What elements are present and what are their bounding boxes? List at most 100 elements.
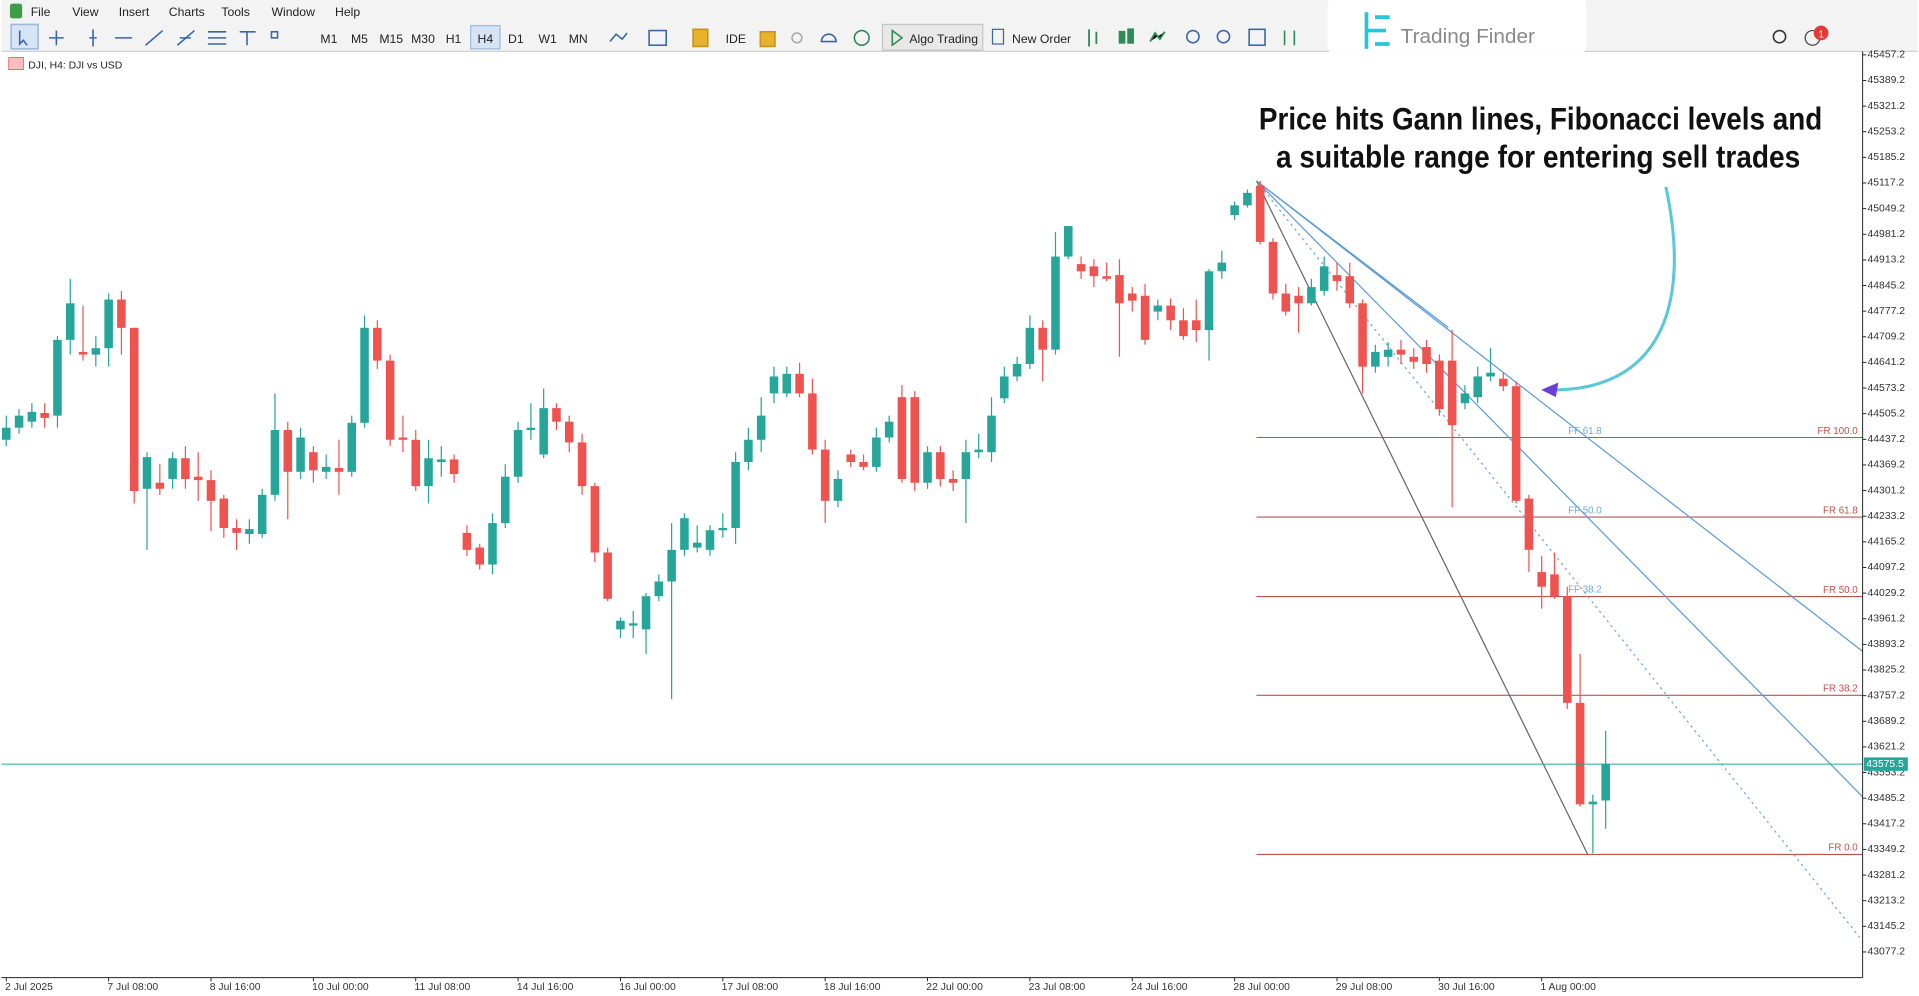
candle-body (78, 351, 88, 355)
y-tick-label: 43621.2 (1868, 742, 1906, 753)
signal-icon[interactable] (791, 32, 803, 44)
candle-body (373, 327, 382, 361)
menu-item[interactable]: Insert (119, 5, 150, 19)
candle-body (206, 480, 216, 501)
candle-body (756, 415, 766, 440)
timeframe-button[interactable]: MN (569, 32, 588, 46)
x-tick-label: 11 Jul 08:00 (414, 982, 470, 993)
menu-item[interactable]: Help (335, 5, 360, 19)
cloud-icon[interactable] (820, 33, 837, 43)
timeframe-button[interactable]: W1 (538, 32, 557, 46)
x-tick-label: 30 Jul 16:00 (1438, 982, 1495, 993)
chart-icon (8, 57, 24, 71)
timeframe-button[interactable]: M30 (411, 32, 435, 46)
fibonacci-retracement: FR 100.0 FR 61.8 FR 50.0 FR 38.2 FR 0.0 (1256, 426, 1863, 855)
chart-type-icon[interactable] (609, 32, 628, 43)
autoscroll-icon[interactable] (1283, 30, 1296, 46)
algo-trading-button[interactable]: Algo Trading (909, 32, 978, 46)
timeframe-button[interactable]: D1 (508, 32, 524, 46)
x-tick-label: 22 Jul 00:00 (926, 982, 983, 993)
x-tick-label: 14 Jul 16:00 (517, 982, 574, 993)
timeframe-button[interactable]: H4 (478, 32, 494, 46)
timeframe-button[interactable]: M15 (379, 32, 403, 46)
candle-body (385, 360, 395, 440)
search-icon[interactable] (1772, 29, 1787, 44)
bars-icon[interactable] (1088, 29, 1098, 47)
y-tick-label: 43757.2 (1868, 690, 1906, 701)
candle-body (462, 532, 472, 550)
annotation-arrow (1550, 186, 1676, 392)
candle-body (1064, 226, 1073, 257)
y-tick-label: 44165.2 (1868, 537, 1906, 548)
candle-body (539, 408, 548, 455)
candle-body (1025, 327, 1035, 365)
fib-label: FR 0.0 (1828, 843, 1858, 854)
fibo-icon[interactable] (207, 30, 227, 45)
new-order-button[interactable]: New Order (1012, 32, 1071, 46)
y-tick-label: 45185.2 (1868, 152, 1906, 163)
trendline-icon[interactable] (145, 29, 164, 46)
fib-fan-label: FF 38.2 (1568, 585, 1602, 596)
crosshair-icon[interactable] (49, 30, 64, 46)
ide-button[interactable]: IDE (726, 32, 746, 46)
candle-body (398, 437, 408, 440)
candle-body (1358, 303, 1367, 367)
grid-icon[interactable] (1248, 28, 1266, 47)
candle-body (1000, 376, 1009, 399)
timeframe-button[interactable]: M5 (351, 32, 368, 46)
candle-body (705, 530, 715, 550)
candle-body (1268, 241, 1278, 294)
fib-label: FR 50.0 (1823, 585, 1858, 596)
shapes-icon[interactable] (270, 30, 279, 39)
y-tick-label: 44505.2 (1868, 408, 1906, 419)
zoom-out-icon[interactable] (1216, 29, 1231, 44)
candle-body (1499, 378, 1508, 387)
menu-item[interactable]: Tools (221, 5, 250, 19)
candles (1, 180, 1610, 854)
candle-body (1294, 295, 1303, 304)
candle-body (680, 518, 689, 550)
candle-body (897, 397, 907, 479)
timeframe-active (470, 25, 501, 50)
candle-body (1345, 276, 1355, 304)
candle-body (129, 327, 139, 492)
channel-icon[interactable] (176, 29, 195, 46)
current-price-box (1863, 757, 1908, 771)
menu-item[interactable]: Window (271, 5, 315, 19)
menu-item[interactable]: File (31, 5, 51, 19)
indicator-icon[interactable] (648, 29, 667, 47)
fan-line (1256, 180, 1449, 329)
candle-body (936, 452, 945, 479)
algo-play-icon (891, 28, 904, 47)
y-tick-label: 44029.2 (1868, 588, 1906, 599)
cursor-button[interactable] (10, 23, 39, 50)
fan-line (1256, 180, 1864, 798)
zoom-in-icon[interactable] (1186, 29, 1200, 44)
menu-item[interactable]: View (72, 5, 98, 19)
lock-icon[interactable] (759, 30, 776, 48)
current-price-label: 43575.5 (1866, 759, 1904, 770)
line-icon[interactable] (1149, 31, 1166, 43)
candle-body (1332, 275, 1342, 282)
y-tick-label: 44913.2 (1868, 255, 1906, 266)
timeframe-button[interactable]: H1 (446, 32, 462, 46)
market-icon[interactable] (692, 28, 709, 48)
text-icon[interactable] (239, 30, 256, 46)
timeframe-button[interactable]: M1 (320, 32, 337, 46)
candle-body (296, 437, 305, 472)
x-tick-label: 1 Aug 00:00 (1540, 982, 1596, 993)
candle-body (846, 454, 856, 463)
candles-icon[interactable] (1118, 30, 1126, 44)
y-tick-label: 44301.2 (1868, 485, 1906, 496)
candle-body (884, 421, 894, 438)
menu-item[interactable]: Charts (169, 5, 205, 19)
vline-icon[interactable] (89, 29, 97, 47)
vps-icon[interactable] (853, 29, 870, 47)
candle-body (1307, 287, 1316, 304)
y-tick-label: 43417.2 (1868, 819, 1906, 830)
candles-icon[interactable] (1127, 28, 1134, 44)
y-tick-label: 43213.2 (1868, 895, 1906, 906)
candle-body (564, 421, 574, 443)
fib-label: FR 38.2 (1823, 684, 1858, 695)
